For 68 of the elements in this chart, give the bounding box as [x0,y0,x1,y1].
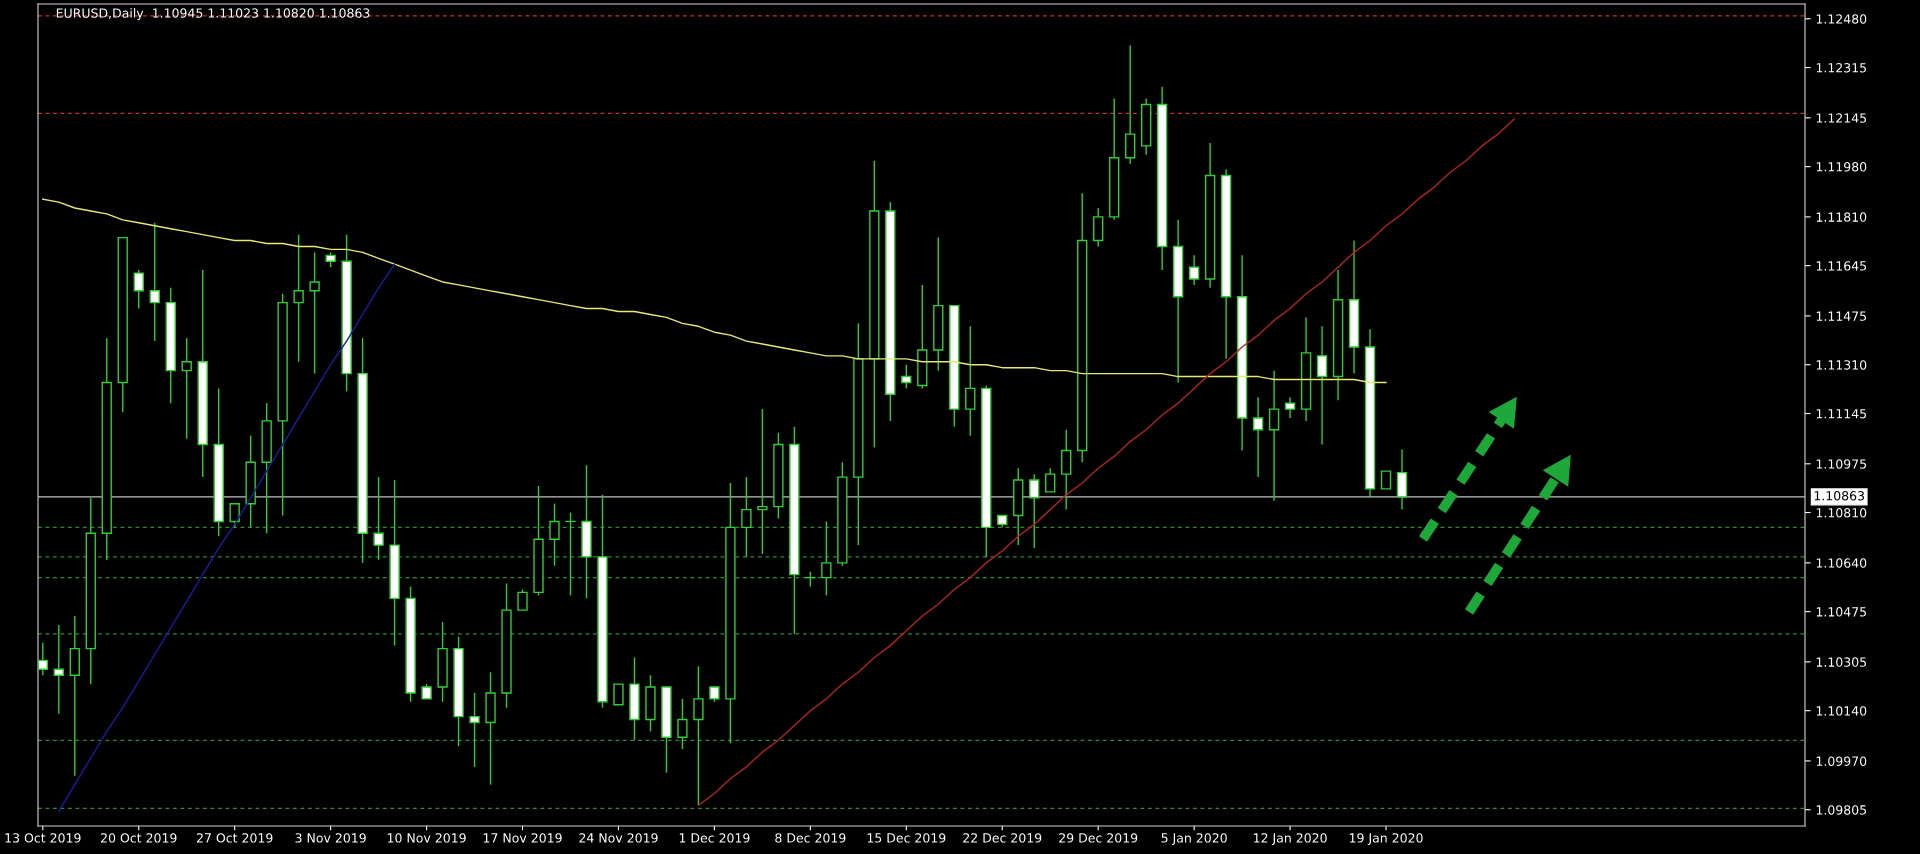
y-tick-label: 1.10140 [1816,706,1867,716]
candlestick [38,641,48,676]
candlestick [293,233,304,363]
y-tick-label: 1.10475 [1816,607,1867,617]
candlestick [1252,396,1264,478]
x-tick-label: 19 Jan 2020 [1349,833,1423,845]
candlestick [149,222,160,342]
candlestick [1029,473,1040,549]
candlestick [1093,207,1104,248]
y-tick-label: 1.09970 [1816,756,1867,766]
x-tick-label: 1 Dec 2019 [679,833,750,843]
y-tick-label: 1.11475 [1816,311,1867,321]
candlestick [53,624,64,715]
candlestick [821,520,832,597]
candlestick [757,408,768,555]
y-tick-label: 1.11810 [1816,212,1867,222]
x-tick-label: 27 Oct 2019 [196,833,273,843]
candlestick [1188,254,1200,286]
candlestick [677,698,688,750]
x-tick-label: 13 Oct 2019 [5,833,81,843]
line-series [697,118,1515,806]
y-tick-label: 1.12315 [1816,63,1867,73]
y-tick-label: 1.10640 [1816,558,1867,568]
ref-line-label: 1.10863 [1814,491,1865,501]
y-tick-label: 1.10305 [1816,657,1867,667]
x-tick-label: 15 Dec 2019 [867,833,946,843]
candlestick [549,503,560,567]
candlestick [1316,325,1328,446]
candlestick [1045,467,1056,493]
x-tick-label: 8 Dec 2019 [775,833,846,843]
candlestick [965,325,976,437]
candlestick [693,665,704,806]
x-tick-label: 10 Nov 2019 [387,833,466,843]
candlestick [229,503,240,529]
candlestick [1268,369,1280,502]
y-tick-label: 1.11645 [1816,261,1867,271]
candlestick [1125,44,1136,165]
candlestick [133,269,144,310]
candlestick [613,683,624,706]
candlestick [1284,396,1296,419]
x-tick-label: 5 Jan 2020 [1161,833,1227,845]
y-tick-label: 1.11980 [1816,162,1867,172]
y-tick-label: 1.12145 [1816,113,1867,123]
line-series [58,263,396,812]
candlestick [901,364,912,390]
y-tick-label: 1.10975 [1816,459,1867,469]
x-tick-label: 22 Dec 2019 [963,833,1042,843]
candlestick [181,337,192,440]
candlestick [565,511,576,597]
candlestick [1061,429,1072,511]
x-tick-label: 17 Nov 2019 [483,833,562,843]
y-tick-label: 1.10810 [1816,508,1867,518]
line-series [42,198,1387,384]
candlestick [517,588,528,611]
x-tick-label: 24 Nov 2019 [579,833,658,843]
x-tick-label: 20 Oct 2019 [101,833,177,843]
y-tick-label: 1.11145 [1816,409,1867,419]
candlestick [373,476,384,561]
candlestick [741,476,752,558]
x-tick-label: 29 Dec 2019 [1059,833,1138,843]
y-tick-label: 1.09805 [1816,805,1867,815]
candlestick [309,251,320,375]
candlestick [469,692,480,768]
chart-title: EURUSD,Daily 1.10945 1.11023 1.10820 1.10863 [56,8,370,21]
y-tick-label: 1.12480 [1816,14,1867,24]
x-tick-label: 3 Nov 2019 [295,833,366,843]
y-tick-label: 1.11310 [1816,360,1867,370]
x-tick-label: 12 Jan 2020 [1254,833,1327,845]
